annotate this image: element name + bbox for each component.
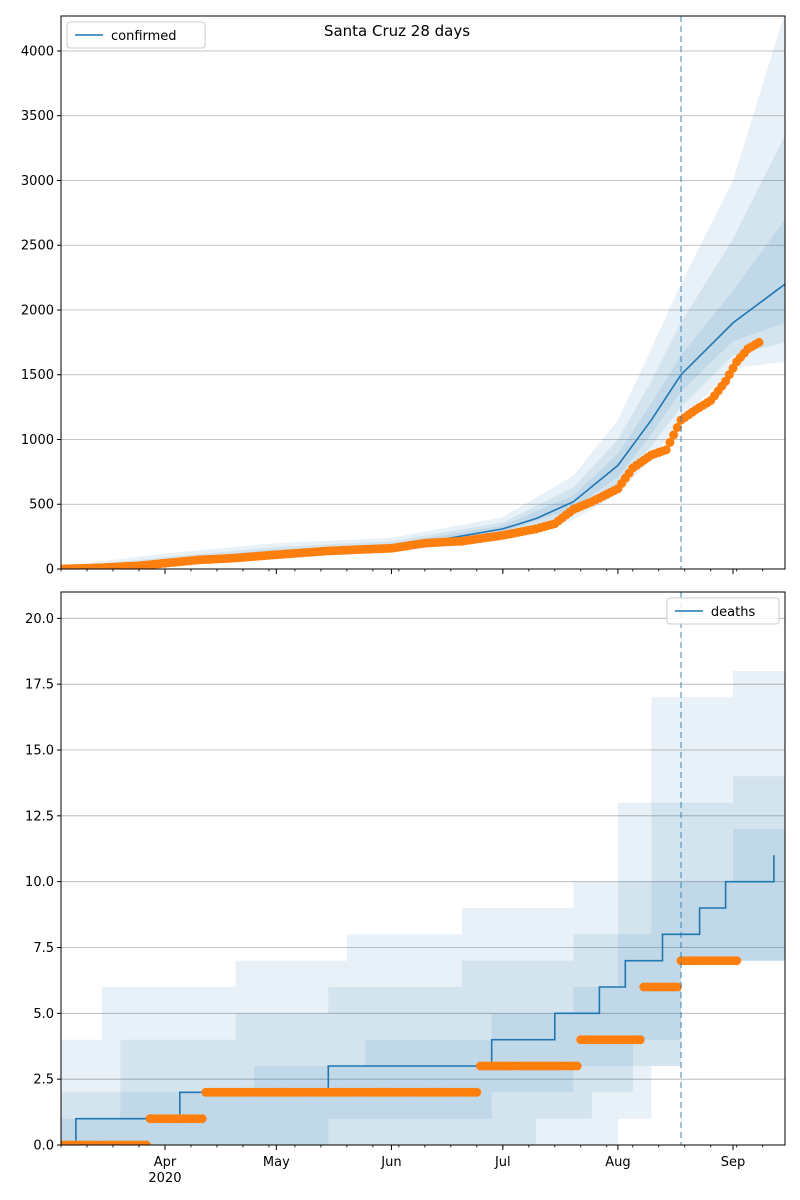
y-tick-label: 4000 (21, 44, 54, 59)
y-tick-label: 20.0 (25, 612, 54, 627)
y-tick-label: 15.0 (25, 744, 54, 759)
y-tick-label: 2.5 (33, 1073, 54, 1088)
y-tick-label: 1000 (21, 433, 54, 448)
confirmed-panel: 0 500 1000 1500 2000 2500 3000 3500 4000 confirme… (21, 15, 786, 578)
observed-point (665, 437, 675, 447)
observed-point (472, 1087, 482, 1097)
x-tick-label: Aug (605, 1155, 630, 1170)
legend: deaths (666, 597, 780, 625)
axes-frame (60, 15, 786, 570)
y-tick-label: 3500 (21, 109, 54, 124)
y-tick-label: 0 (46, 563, 54, 578)
y-tick-label: 10.0 (25, 875, 54, 890)
observed-point (669, 430, 679, 440)
observed-point (672, 423, 682, 432)
y-tick-label: 500 (29, 498, 54, 513)
plot-area (61, 16, 785, 569)
x-tick-label: Jun (380, 1155, 401, 1170)
deaths-panel: 0.0 2.5 5.0 7.5 10.0 12.5 15.0 17.5 20.0 Apr May Ju… (25, 591, 786, 1186)
observed-point (754, 337, 764, 347)
legend: confirmed (66, 21, 206, 49)
uncertainty-band (61, 219, 785, 569)
observed-point (197, 1114, 207, 1124)
y-tick-label: 12.5 (25, 809, 54, 824)
uncertainty-band (61, 592, 785, 1145)
x-tick-label: Sep (721, 1155, 746, 1170)
x-year-label: 2020 (148, 1171, 181, 1186)
observed-point (635, 1035, 645, 1045)
y-tick-label: 2500 (21, 239, 54, 254)
uncertainty-band (61, 135, 785, 569)
y-tick-label: 2000 (21, 303, 54, 318)
legend-label: deaths (711, 605, 756, 620)
y-tick-label: 0.0 (33, 1139, 54, 1154)
y-tick-label: 5.0 (33, 1007, 54, 1022)
x-tick-label: May (263, 1155, 290, 1170)
axes-frame (60, 591, 786, 1146)
legend-box (666, 597, 780, 625)
observed-point (672, 982, 682, 992)
legend-label: confirmed (111, 29, 177, 44)
observed-point (732, 956, 742, 966)
plot-area (61, 592, 785, 1145)
model-series-line (61, 855, 775, 1145)
observed-point (141, 1140, 151, 1145)
observed-point (661, 445, 671, 455)
y-tick-label: 7.5 (33, 941, 54, 956)
y-tick-label: 17.5 (25, 678, 54, 693)
x-tick-label: Jul (494, 1155, 511, 1170)
uncertainty-band (61, 776, 785, 1145)
observed-point (572, 1061, 582, 1071)
y-tick-label: 3000 (21, 174, 54, 189)
y-tick-label: 1500 (21, 368, 54, 383)
figure-title: Santa Cruz 28 days (324, 22, 470, 40)
legend-box (66, 21, 206, 49)
x-tick-label: Apr (154, 1155, 177, 1170)
